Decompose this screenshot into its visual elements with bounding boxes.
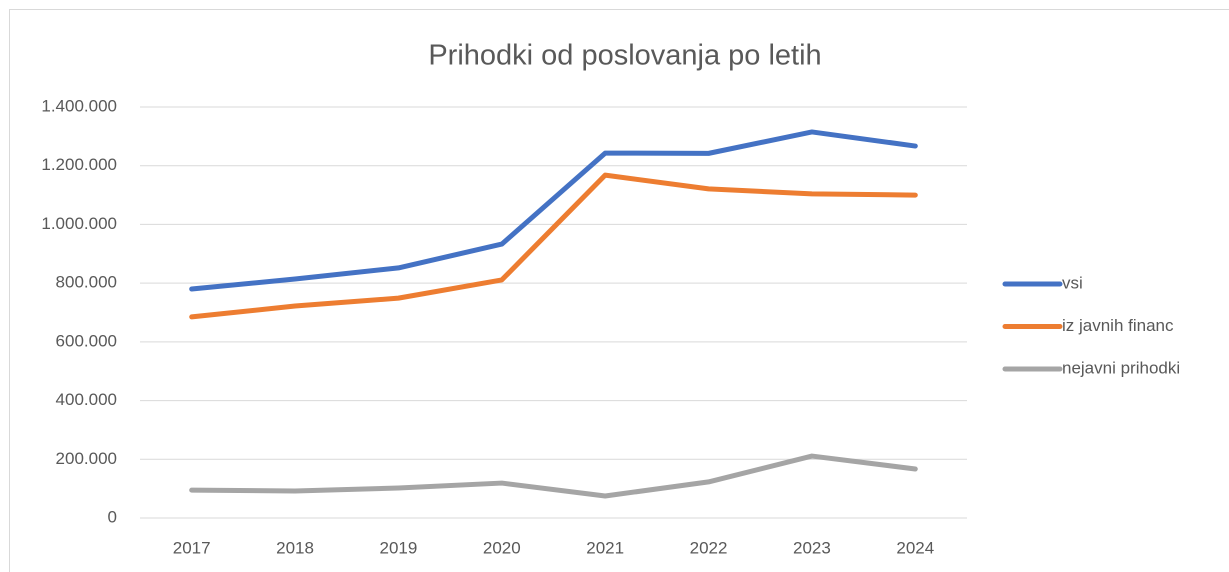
y-tick-label: 1.000.000 <box>41 214 117 233</box>
legend-label: nejavni prihodki <box>1062 358 1180 377</box>
chart-border <box>9 9 1229 572</box>
y-tick-label: 800.000 <box>56 273 117 292</box>
legend-label: iz javnih financ <box>1062 316 1174 335</box>
y-tick-label: 1.200.000 <box>41 155 117 174</box>
y-tick-label: 1.400.000 <box>41 96 117 115</box>
x-tick-label: 2022 <box>690 538 728 557</box>
x-tick-label: 2021 <box>586 538 624 557</box>
x-tick-label: 2018 <box>276 538 314 557</box>
x-tick-label: 2019 <box>380 538 418 557</box>
x-tick-label: 2020 <box>483 538 521 557</box>
y-tick-label: 0 <box>108 507 117 526</box>
series-line <box>189 172 918 320</box>
series-line <box>189 129 918 292</box>
series-line <box>189 453 918 499</box>
x-tick-label: 2023 <box>793 538 831 557</box>
x-tick-label: 2024 <box>896 538 934 557</box>
y-tick-label: 400.000 <box>56 390 117 409</box>
legend-label: vsi <box>1062 273 1083 292</box>
x-tick-label: 2017 <box>173 538 211 557</box>
y-tick-label: 600.000 <box>56 331 117 350</box>
chart-title: Prihodki od poslovanja po letih <box>428 40 821 72</box>
y-tick-label: 200.000 <box>56 449 117 468</box>
